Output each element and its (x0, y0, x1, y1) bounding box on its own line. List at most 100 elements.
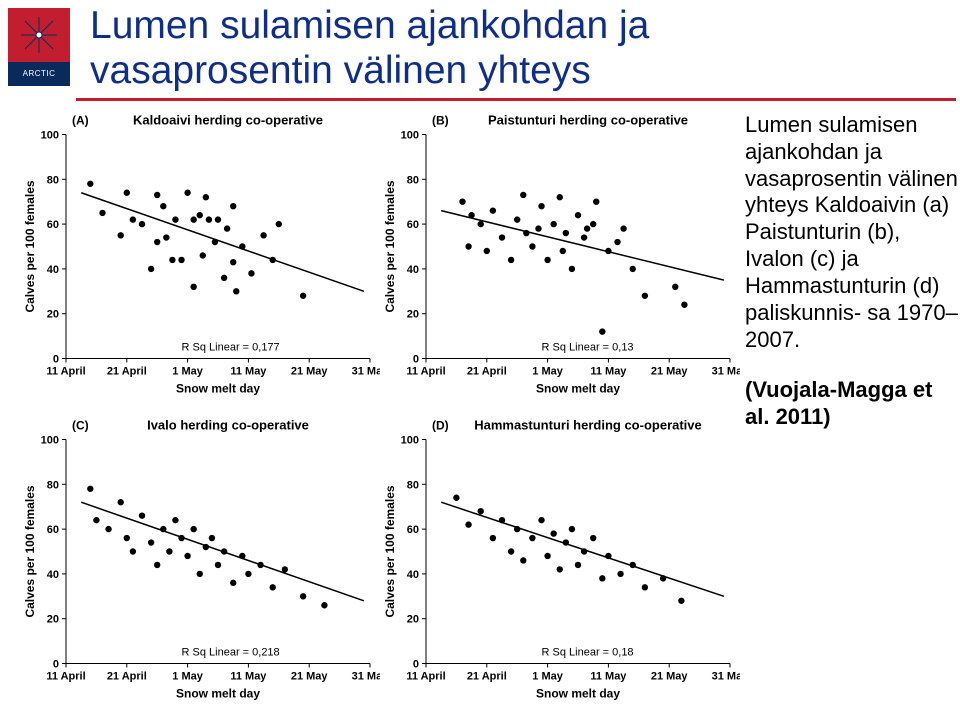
x-tick-label: 21 May (291, 366, 329, 378)
data-point (484, 248, 490, 254)
page-title: Lumen sulamisen ajankohdan ja vasaprosen… (90, 4, 649, 94)
data-point (105, 526, 111, 532)
y-tick-label: 60 (407, 524, 419, 536)
y-tick-label: 100 (401, 435, 419, 447)
data-point (93, 517, 99, 523)
data-point (248, 270, 254, 276)
x-tick-label: 1 May (532, 366, 563, 378)
data-point (178, 535, 184, 541)
data-point (124, 535, 130, 541)
data-point (148, 266, 154, 272)
data-point (605, 248, 611, 254)
data-point (87, 486, 93, 492)
x-tick-label: 21 April (107, 671, 147, 683)
x-tick-label: 31 May (352, 366, 380, 378)
x-tick-label: 11 May (230, 671, 267, 683)
data-point (523, 230, 529, 236)
data-point (678, 598, 684, 604)
x-tick-label: 31 May (712, 671, 740, 683)
data-point (154, 562, 160, 568)
data-point (569, 526, 575, 532)
data-point (563, 230, 569, 236)
data-point (163, 234, 169, 240)
x-tick-label: 31 May (712, 366, 740, 378)
data-point (130, 216, 136, 222)
data-point (499, 517, 505, 523)
data-point (614, 239, 620, 245)
scatter-chart: 02040608010011 April21 April1 May11 May2… (20, 409, 380, 714)
data-point (599, 328, 605, 334)
data-point (490, 535, 496, 541)
x-tick-label: 1 May (172, 366, 203, 378)
scatter-chart: 02040608010011 April21 April1 May11 May2… (380, 409, 740, 714)
data-point (575, 562, 581, 568)
data-point (166, 548, 172, 554)
data-point (300, 593, 306, 599)
panel-title: Hammastunturi herding co-operative (474, 418, 702, 433)
x-tick-label: 11 May (590, 366, 627, 378)
data-point (459, 199, 465, 205)
data-point (535, 225, 541, 231)
y-tick-label: 60 (47, 524, 59, 536)
y-tick-label: 0 (413, 354, 419, 366)
data-point (160, 203, 166, 209)
data-point (605, 553, 611, 559)
data-point (203, 544, 209, 550)
data-point (230, 259, 236, 265)
data-point (169, 257, 175, 263)
side-body: Lumen sulamisen ajankohdan ja vasaprosen… (745, 112, 960, 353)
data-point (508, 257, 514, 263)
data-point (99, 210, 105, 216)
y-axis-label: Calves per 100 females (383, 180, 397, 312)
data-point (557, 566, 563, 572)
data-point (300, 293, 306, 299)
x-tick-label: 1 May (532, 671, 563, 683)
panel-c: 02040608010011 April21 April1 May11 May2… (20, 409, 380, 714)
data-point (172, 216, 178, 222)
data-point (230, 580, 236, 586)
panel-letter: (B) (432, 114, 449, 128)
logo-text: ARCTIC CENTRE (8, 62, 70, 86)
data-point (282, 566, 288, 572)
panel-letter: (A) (72, 114, 89, 128)
data-point (590, 535, 596, 541)
data-point (184, 553, 190, 559)
y-tick-label: 40 (47, 264, 59, 276)
data-point (453, 495, 459, 501)
data-point (184, 190, 190, 196)
x-tick-label: 21 April (467, 671, 507, 683)
data-point (118, 232, 124, 238)
x-tick-label: 11 April (406, 671, 445, 683)
data-point (130, 548, 136, 554)
data-point (118, 499, 124, 505)
arctic-centre-logo: ARCTIC CENTRE (8, 8, 70, 88)
data-point (544, 257, 550, 263)
x-tick-label: 11 May (230, 366, 267, 378)
data-point (630, 266, 636, 272)
x-tick-label: 11 May (590, 671, 627, 683)
data-point (550, 221, 556, 227)
data-point (681, 302, 687, 308)
data-point (514, 526, 520, 532)
x-tick-label: 1 May (172, 671, 203, 683)
data-point (257, 562, 263, 568)
data-point (270, 584, 276, 590)
data-point (478, 221, 484, 227)
data-point (490, 207, 496, 213)
data-point (617, 571, 623, 577)
data-point (154, 239, 160, 245)
data-point (270, 257, 276, 263)
data-point (529, 535, 535, 541)
data-point (514, 216, 520, 222)
y-tick-label: 20 (407, 614, 419, 626)
scatter-chart: 02040608010011 April21 April1 May11 May2… (20, 104, 380, 409)
data-point (239, 243, 245, 249)
panel-letter: (C) (72, 419, 89, 433)
y-tick-label: 60 (47, 219, 59, 231)
x-axis-label: Snow melt day (536, 687, 620, 701)
y-tick-label: 0 (53, 354, 59, 366)
y-tick-label: 20 (47, 309, 59, 321)
citation: (Vuojala-Magga et al. 2011) (745, 377, 960, 431)
data-point (465, 243, 471, 249)
y-tick-label: 0 (413, 659, 419, 671)
